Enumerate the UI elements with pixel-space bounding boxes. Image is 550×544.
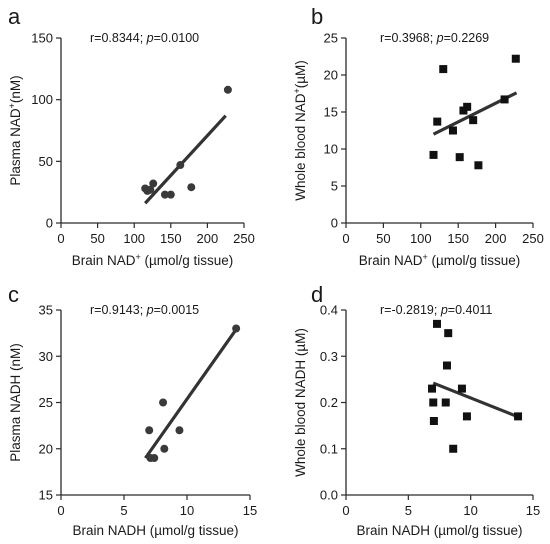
x-tick-label: 50	[376, 231, 390, 246]
x-tick-label: 50	[90, 231, 104, 246]
x-axis-label: Brain NADH (µmol/g tissue)	[356, 523, 522, 538]
x-axis-label: Brain NAD+ (µmol/g tissue)	[72, 252, 234, 268]
panel-letter: d	[311, 282, 323, 307]
y-tick-label: 5	[331, 179, 338, 194]
regression-line	[144, 114, 227, 205]
data-point	[449, 444, 458, 453]
panel-letter: a	[8, 4, 21, 29]
x-tick-label: 150	[160, 231, 182, 246]
y-tick-label: 0.3	[320, 349, 338, 364]
y-tick-label: 20	[324, 68, 338, 83]
data-point	[160, 444, 169, 453]
x-tick-label: 200	[197, 231, 219, 246]
y-axis-label: Whole blood NAD+(µM)	[292, 60, 308, 201]
y-tick-label: 0.2	[320, 395, 338, 410]
data-point	[150, 454, 159, 462]
data-point	[444, 329, 453, 338]
stat-label: r=-0.2819; p=0.4011	[380, 303, 492, 317]
y-tick-label: 25	[39, 395, 53, 410]
y-axis-label: Plasma NAD+(nM)	[7, 75, 23, 185]
y-tick-label: 30	[39, 349, 53, 364]
y-tick-label: 0.4	[320, 303, 338, 318]
data-point	[145, 426, 154, 435]
x-tick-label: 5	[405, 503, 412, 518]
y-tick-label: 0.1	[320, 441, 338, 456]
stat-label: r=0.8344; p=0.0100	[90, 31, 199, 45]
data-point	[439, 65, 448, 74]
y-tick-label: 35	[39, 303, 53, 318]
data-point	[433, 117, 442, 126]
y-tick-label: 20	[39, 441, 53, 456]
regression-line	[144, 328, 238, 459]
data-point	[429, 150, 438, 159]
panel-letter: b	[311, 4, 323, 29]
data-point	[462, 412, 471, 421]
data-point	[474, 161, 483, 170]
stat-label: r=0.3968; p=0.2269	[380, 31, 489, 45]
data-point	[187, 183, 196, 192]
x-tick-label: 150	[447, 231, 469, 246]
x-tick-label: 250	[522, 231, 544, 246]
y-tick-label: 0	[331, 216, 338, 231]
x-tick-label: 15	[243, 503, 257, 518]
data-point	[166, 190, 175, 199]
data-point	[232, 324, 241, 333]
x-tick-label: 0	[342, 231, 349, 246]
data-point	[159, 398, 168, 407]
data-point	[149, 179, 158, 188]
y-tick-label: 0.0	[320, 488, 338, 503]
panel-a: a 0 50 100 150 200 250 0 50 100 150 Brain NAD+ (µmo…	[7, 4, 255, 268]
data-point	[463, 102, 472, 111]
y-axis-label: Plasma NADH (nM)	[8, 343, 23, 462]
x-tick-label: 0	[57, 503, 64, 518]
y-tick-label: 150	[31, 31, 53, 46]
x-tick-label: 15	[526, 503, 540, 518]
y-tick-label: 50	[39, 154, 53, 169]
data-point	[448, 126, 457, 135]
data-point	[223, 85, 232, 94]
x-axis-label: Brain NADH (µmol/g tissue)	[72, 523, 238, 538]
data-point	[511, 54, 520, 63]
data-point	[442, 361, 451, 370]
x-tick-label: 10	[180, 503, 194, 518]
y-tick-label: 100	[31, 92, 53, 107]
panel-d: d 0 5 10 15 0.0 0.1 0.2 0.3 0.4 Brain NADH (µmol/g…	[293, 282, 540, 538]
x-tick-label: 100	[410, 231, 432, 246]
data-point	[457, 384, 466, 393]
data-point	[428, 384, 437, 393]
data-point	[441, 398, 450, 407]
data-point	[429, 398, 438, 407]
y-tick-label: 15	[39, 488, 53, 503]
y-tick-label: 15	[324, 105, 338, 120]
y-tick-label: 10	[324, 142, 338, 157]
data-point	[429, 417, 438, 425]
y-axis-label: Whole blood NADH (µM)	[293, 328, 308, 477]
x-tick-label: 250	[233, 231, 255, 246]
data-point	[514, 412, 523, 421]
regression-line	[432, 381, 520, 419]
data-point	[455, 153, 464, 162]
data-point	[176, 161, 185, 170]
data-point	[146, 185, 155, 194]
panel-letter: c	[8, 282, 19, 307]
data-point	[500, 95, 509, 104]
data-point	[469, 116, 478, 125]
x-tick-label: 10	[463, 503, 477, 518]
data-point	[433, 319, 442, 328]
panel-b: b 0 50 100 150 200 250 0 5 10 15 20 25 Brain NAD+ (µm…	[292, 4, 544, 268]
panel-c: c 0 5 10 15 15 20 25 30 35 Brain NADH (µmol/g tiss…	[8, 282, 257, 538]
x-tick-label: 100	[123, 231, 145, 246]
data-point	[160, 190, 169, 199]
x-tick-label: 5	[120, 503, 127, 518]
x-tick-label: 200	[485, 231, 507, 246]
y-tick-label: 0	[46, 216, 53, 231]
data-point	[175, 426, 184, 435]
stat-label: r=0.9143; p=0.0015	[90, 303, 199, 317]
x-tick-label: 0	[342, 503, 349, 518]
y-tick-label: 25	[324, 31, 338, 46]
x-tick-label: 0	[57, 231, 64, 246]
x-axis-label: Brain NAD+ (µmol/g tissue)	[359, 252, 521, 268]
